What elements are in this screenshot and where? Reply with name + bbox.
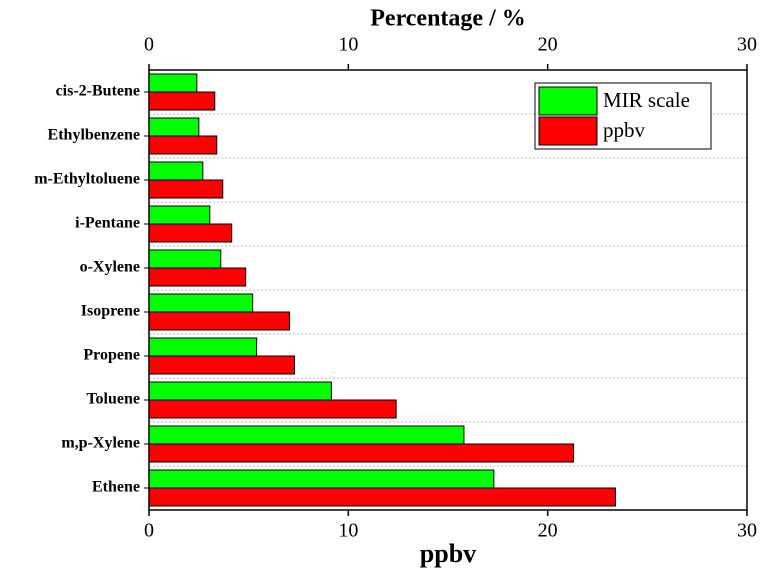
y-tick-label: o-Xylene xyxy=(80,259,140,276)
y-tick-label: m-Ethyltoluene xyxy=(34,171,140,188)
bar xyxy=(148,117,200,137)
bar xyxy=(148,293,254,313)
bar xyxy=(148,179,224,199)
bar xyxy=(148,223,233,243)
x-tick-label: 0 xyxy=(144,520,154,542)
bar xyxy=(148,381,332,401)
y-tick-label: i-Pentane xyxy=(75,215,140,232)
x-tick-label: 20 xyxy=(538,520,558,542)
bar xyxy=(148,161,204,181)
bar xyxy=(148,249,222,269)
bar xyxy=(148,487,616,507)
y-tick-label: Ethene xyxy=(92,479,140,496)
x2-tick-label: 10 xyxy=(338,34,358,56)
bar xyxy=(148,205,211,225)
bar xyxy=(148,399,397,419)
bar xyxy=(148,355,296,375)
x2-tick-label: 20 xyxy=(538,34,558,56)
bar xyxy=(148,73,198,93)
y-tick-label: Propene xyxy=(83,347,140,364)
legend-swatch xyxy=(538,116,598,146)
bar xyxy=(148,135,218,155)
bar xyxy=(148,469,495,489)
bar xyxy=(148,425,465,445)
y-tick-label: Toluene xyxy=(86,391,140,408)
legend-swatch xyxy=(538,86,598,116)
bar xyxy=(148,267,247,287)
legend-label: MIR scale xyxy=(603,88,690,112)
x-axis-title: ppbv xyxy=(420,539,476,568)
y-tick-label: Isoprene xyxy=(81,303,140,320)
bar xyxy=(148,311,291,331)
bar xyxy=(148,443,575,463)
x2-axis-title: Percentage / % xyxy=(370,6,526,32)
x2-tick-label: 0 xyxy=(144,34,154,56)
legend-label: ppbv xyxy=(603,118,646,142)
bar xyxy=(148,91,216,111)
plot-frame xyxy=(148,69,748,511)
bar xyxy=(148,337,258,357)
x-tick-label: 10 xyxy=(338,520,358,542)
y-tick-label: cis-2-Butene xyxy=(56,83,140,100)
y-tick-label: Ethylbenzene xyxy=(48,127,140,144)
y-tick-label: m,p-Xylene xyxy=(61,435,140,452)
x2-tick-label: 30 xyxy=(737,34,757,56)
x-tick-label: 30 xyxy=(737,520,757,542)
